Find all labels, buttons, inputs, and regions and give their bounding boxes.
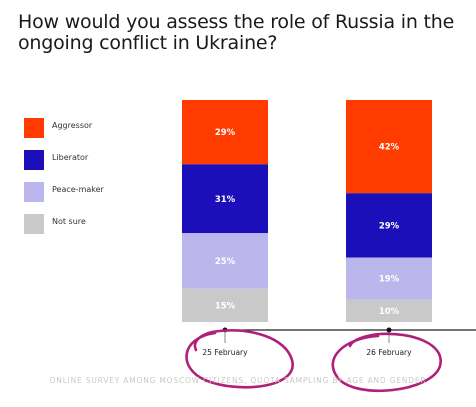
bar-aggressor-25-february xyxy=(182,100,268,165)
bar-peace-maker-25-february xyxy=(182,233,268,289)
data-label: 31% xyxy=(215,195,236,205)
chart-title: How would you assess the role of Russia … xyxy=(18,11,455,54)
bar-not-sure-26-february xyxy=(346,299,432,322)
survey-footnote: ONLINE SURVEY AMONG MOSCOW CITIZENS, QUO… xyxy=(49,376,427,385)
data-label: 19% xyxy=(379,275,400,285)
data-label: 42% xyxy=(379,143,400,153)
data-label: 29% xyxy=(379,221,400,231)
timeline-dot xyxy=(386,327,392,333)
hand-drawn-circle-26-february xyxy=(331,332,442,393)
bar-aggressor-26-february xyxy=(346,100,432,194)
legend-swatch xyxy=(24,214,44,234)
legend-swatch xyxy=(24,182,44,202)
data-label: 15% xyxy=(215,301,236,311)
data-label: 10% xyxy=(379,307,400,317)
x-tick-label: 26 February xyxy=(366,348,412,357)
legend-label: Not sure xyxy=(52,217,86,226)
legend-swatch xyxy=(24,150,44,170)
legend-label: Peace-maker xyxy=(52,185,104,194)
data-label: 25% xyxy=(215,257,236,267)
bar-not-sure-25-february xyxy=(182,288,268,322)
bar-liberator-26-february xyxy=(346,193,432,258)
x-tick-label: 25 February xyxy=(202,348,248,357)
bar-liberator-25-february xyxy=(182,164,268,234)
legend-swatch xyxy=(24,118,44,138)
hand-drawn-circle-25-february xyxy=(185,329,294,389)
bar-peace-maker-26-february xyxy=(346,257,432,300)
legend-label: Aggressor xyxy=(52,121,93,130)
legend-label: Liberator xyxy=(52,153,89,162)
data-label: 29% xyxy=(215,128,236,138)
